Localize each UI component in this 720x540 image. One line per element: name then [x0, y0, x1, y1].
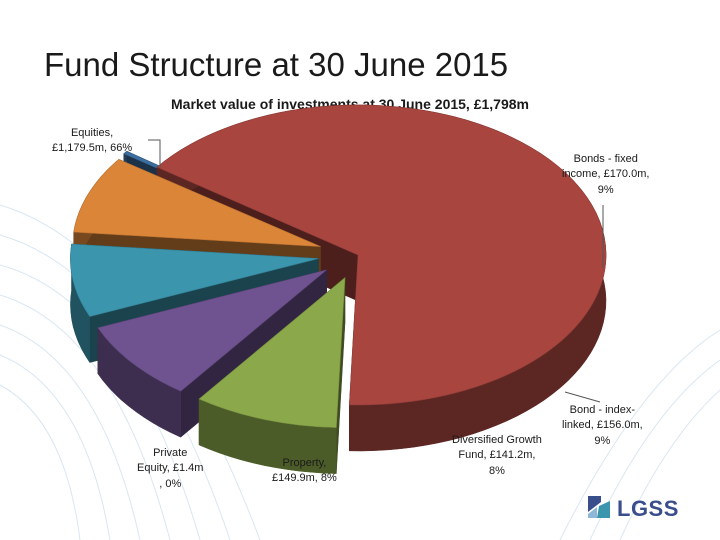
lgss-logo: LGSS — [585, 492, 685, 528]
label-bonds-fixed-line-1: Bonds - fixed — [573, 153, 638, 165]
page-title: Fund Structure at 30 June 2015 — [44, 46, 509, 83]
label-diversified-growth: Diversified Growth Fund, £141.2m, 8% — [452, 433, 542, 479]
label-bond-index-linked: Bond - index- linked, £156.0m, 9% — [562, 403, 643, 449]
label-diversified-line-3: 8% — [488, 464, 505, 477]
label-private-equity-line-3: , 0% — [159, 477, 182, 490]
label-equities-line-1: Equities, — [70, 127, 114, 139]
label-bond-index-line-1: Bond - index- — [569, 404, 636, 416]
label-bond-index-line-2: linked, £156.0m, — [562, 419, 643, 432]
lgss-logo-icon — [588, 496, 610, 518]
pie-slice-bonds-fixed-income — [198, 277, 346, 474]
label-property: Property, £149.9m, 8% — [272, 456, 337, 487]
chart-title: Market value of investments at 30 June 2… — [171, 96, 529, 112]
label-equities-line-2: £1,179.5m, 66% — [52, 142, 133, 155]
label-private-equity-line-1: Private — [153, 447, 188, 459]
label-bond-index-line-3: 9% — [594, 434, 611, 447]
label-property-line-2: £149.9m, 8% — [272, 472, 337, 485]
label-property-line-1: Property, — [282, 457, 327, 469]
label-bonds-fixed-line-2: income, £170.0m, — [562, 168, 650, 181]
label-private-equity-line-2: Equity, £1.4m — [137, 462, 204, 475]
label-diversified-line-2: Fund, £141.2m, — [458, 449, 536, 462]
label-private-equity: Private Equity, £1.4m , 0% — [137, 446, 203, 492]
leader-equities — [148, 139, 161, 168]
label-diversified-line-1: Diversified Growth — [452, 434, 542, 446]
label-equities: Equities, £1,179.5m, 66% — [52, 126, 132, 157]
label-bonds-fixed: Bonds - fixed income, £170.0m, 9% — [562, 152, 649, 198]
leader-bond-index — [564, 391, 601, 403]
lgss-logo-text: LGSS — [617, 496, 679, 521]
label-bonds-fixed-line-3: 9% — [597, 183, 614, 196]
